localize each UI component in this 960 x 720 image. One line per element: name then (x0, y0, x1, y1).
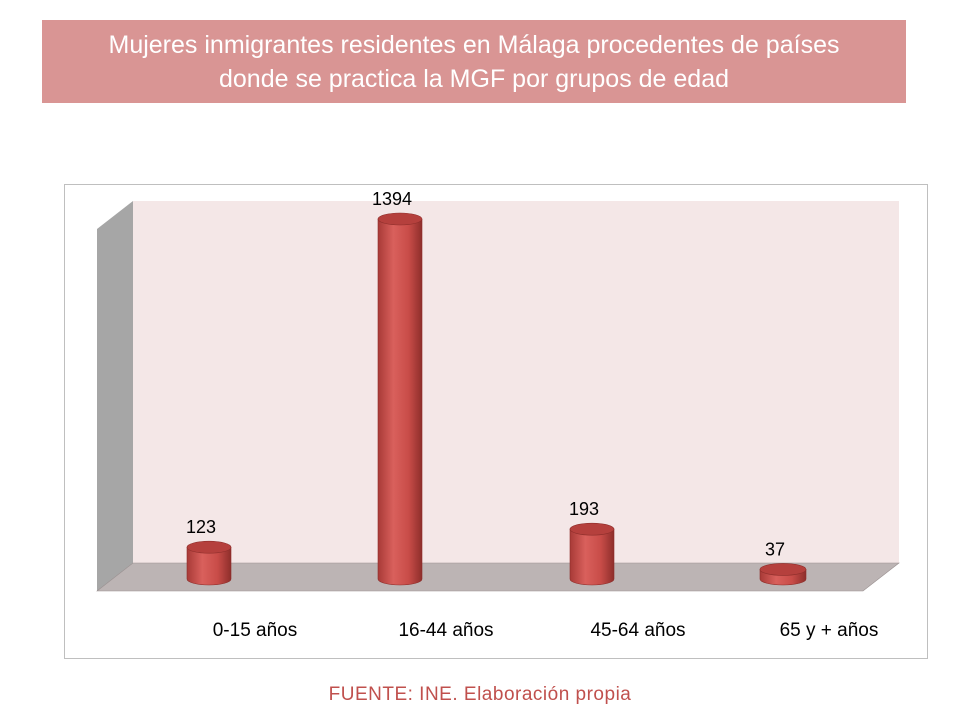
chart-side-wall (97, 201, 133, 591)
data-label: 1394 (372, 189, 412, 209)
bar-chart: 123 0-15 años 1394 16-44 años 193 45-64 años 3… (96, 189, 900, 641)
chart-back-wall (133, 201, 899, 563)
bar-16-44 años (377, 212, 423, 586)
category-label: 65 y + años (780, 620, 879, 641)
data-label: 37 (765, 539, 785, 559)
category-label: 0-15 años (213, 620, 298, 641)
category-label: 45-64 años (590, 620, 685, 641)
source-text: FUENTE: INE. Elaboración propia (328, 684, 632, 705)
chart-title-banner: Mujeres inmigrantes residentes en Málaga… (42, 20, 906, 103)
bar-0-15 años (186, 540, 232, 586)
chart-floor (96, 562, 900, 592)
data-label: 193 (569, 499, 599, 519)
chart-title: Mujeres inmigrantes residentes en Málaga… (108, 30, 840, 93)
data-label: 123 (186, 517, 216, 537)
bar-65 y + años (759, 563, 807, 586)
chart-area: 123 0-15 años 1394 16-44 años 193 45-64 años 3… (64, 184, 928, 659)
category-label: 16-44 años (398, 620, 493, 641)
source-note: FUENTE: INE. Elaboración propia (0, 684, 960, 706)
bar-45-64 años (569, 522, 615, 586)
